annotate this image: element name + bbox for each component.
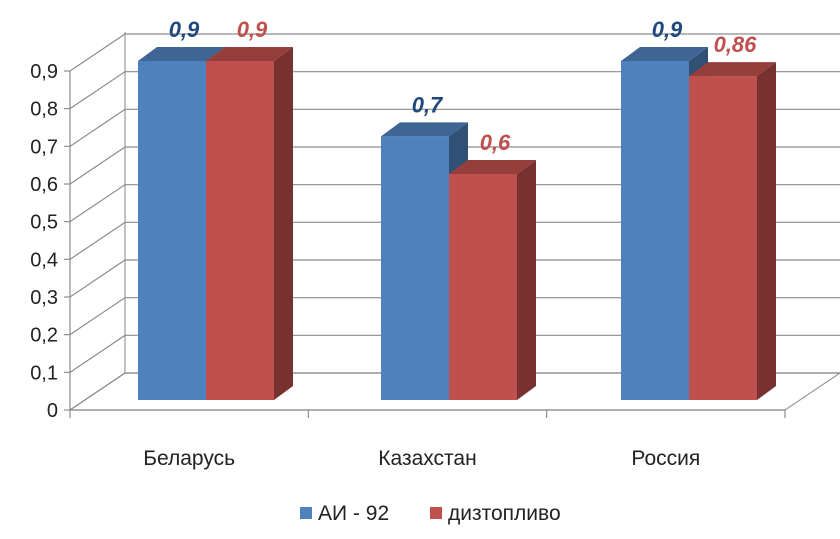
data-label: 0,9 (237, 17, 268, 42)
category-label: Беларусь (143, 447, 235, 470)
bar-front (138, 61, 206, 400)
gridline (69, 33, 840, 72)
data-label: 0,7 (412, 92, 444, 117)
gridlines (69, 33, 840, 411)
bar (206, 47, 293, 400)
gridline (69, 108, 840, 147)
bar-top (206, 47, 293, 61)
gridline (69, 372, 840, 411)
y-tick-label: 0,1 (30, 362, 58, 384)
axes (64, 70, 786, 418)
bar-front (689, 76, 757, 401)
category-label: Казахстан (378, 447, 476, 470)
bar (689, 62, 776, 401)
bar-side (517, 160, 536, 400)
bars (138, 47, 776, 401)
bar-side (757, 62, 776, 401)
y-tick-label: 0,9 (30, 61, 58, 83)
y-tick-label: 0,7 (30, 136, 58, 158)
gridline (69, 334, 840, 373)
bar (449, 160, 536, 400)
data-label: 0,9 (169, 17, 200, 42)
y-tick-label: 0,5 (30, 212, 58, 234)
legend-swatch (430, 507, 442, 519)
y-tick-label: 0,6 (30, 174, 58, 196)
y-tick-label: 0,2 (30, 325, 58, 347)
bar-top (138, 47, 225, 61)
y-tick-label: 0,3 (30, 287, 58, 309)
gridline (69, 71, 840, 110)
bar-front (621, 61, 689, 400)
legend-label: АИ - 92 (318, 502, 389, 525)
category-label: Россия (631, 447, 700, 470)
y-axis-tick-labels: 0 0,1 0,2 0,3 0,4 0,5 0,6 0,7 0,8 0,9 (30, 61, 58, 422)
legend: АИ - 92 дизтопливо (300, 502, 561, 525)
data-label: 0,9 (652, 17, 683, 42)
gridline (69, 184, 840, 223)
data-label: 0,6 (480, 130, 511, 155)
legend-swatch (300, 507, 312, 519)
y-tick-label: 0 (47, 400, 58, 422)
bar-front (381, 136, 449, 401)
y-tick-label: 0,4 (30, 249, 58, 271)
gridline (69, 259, 840, 298)
bar-top (689, 62, 776, 77)
bar-front (206, 61, 274, 400)
legend-label: дизтопливо (448, 502, 561, 525)
gridline (69, 146, 840, 185)
bar-top (381, 122, 468, 137)
category-labels: Беларусь Казахстан Россия (143, 447, 700, 470)
bar-top (621, 47, 708, 61)
data-label: 0,86 (714, 32, 758, 57)
bar-side (274, 47, 293, 400)
data-labels: 0,9 0,9 0,7 0,6 0,9 0,86 (169, 17, 757, 155)
y-tick-label: 0,8 (30, 99, 58, 121)
gridline (69, 221, 840, 260)
bar-top (449, 160, 536, 174)
gridline (69, 297, 840, 336)
bar-front (449, 174, 517, 400)
